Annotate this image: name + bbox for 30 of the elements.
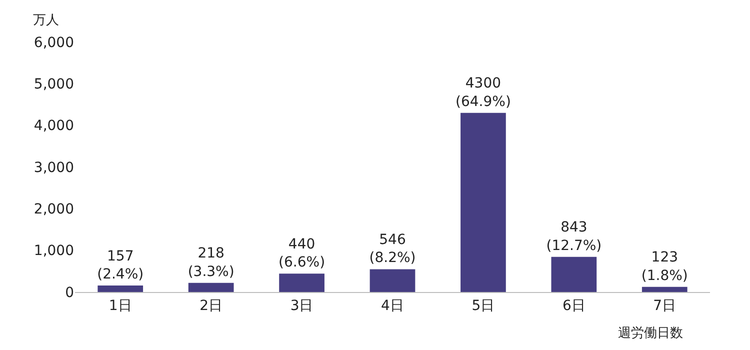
data-label: 218 (3.3%) <box>188 246 234 280</box>
x-tick-label: 3日 <box>290 298 314 314</box>
data-label: 123 (1.8%) <box>641 250 688 284</box>
bar <box>642 286 688 292</box>
x-tick-label: 1日 <box>108 298 132 314</box>
bar <box>98 285 144 292</box>
data-label: 440 (6.6%) <box>278 236 326 271</box>
y-axis-title: 万人 <box>33 13 59 28</box>
x-tick-label: 5日 <box>472 298 495 314</box>
bar <box>551 256 597 292</box>
bar <box>188 282 234 292</box>
data-label: 843 (12.7%) <box>546 220 602 254</box>
x-axis-title: 週労働日数 <box>618 326 683 341</box>
x-tick-label: 6日 <box>562 298 586 314</box>
x-tick-label: 2日 <box>200 298 223 314</box>
x-tick-label: 7日 <box>653 298 676 314</box>
y-tick-label: 3,000 <box>34 160 74 176</box>
x-tick-label: 4日 <box>381 298 404 314</box>
y-tick-label: 0 <box>65 284 74 301</box>
bar <box>279 274 324 292</box>
data-label: 546 (8.2%) <box>369 232 416 266</box>
y-tick-label: 1,000 <box>34 243 74 260</box>
data-label: 157 (2.4%) <box>97 248 144 282</box>
y-tick-label: 5,000 <box>34 76 74 93</box>
data-label: 4300 (64.9%) <box>456 76 511 110</box>
y-tick-label: 2,000 <box>34 202 74 218</box>
y-tick-label: 6,000 <box>34 34 74 51</box>
bar <box>370 269 416 292</box>
bar <box>460 112 506 292</box>
y-tick-label: 4,000 <box>34 118 74 134</box>
